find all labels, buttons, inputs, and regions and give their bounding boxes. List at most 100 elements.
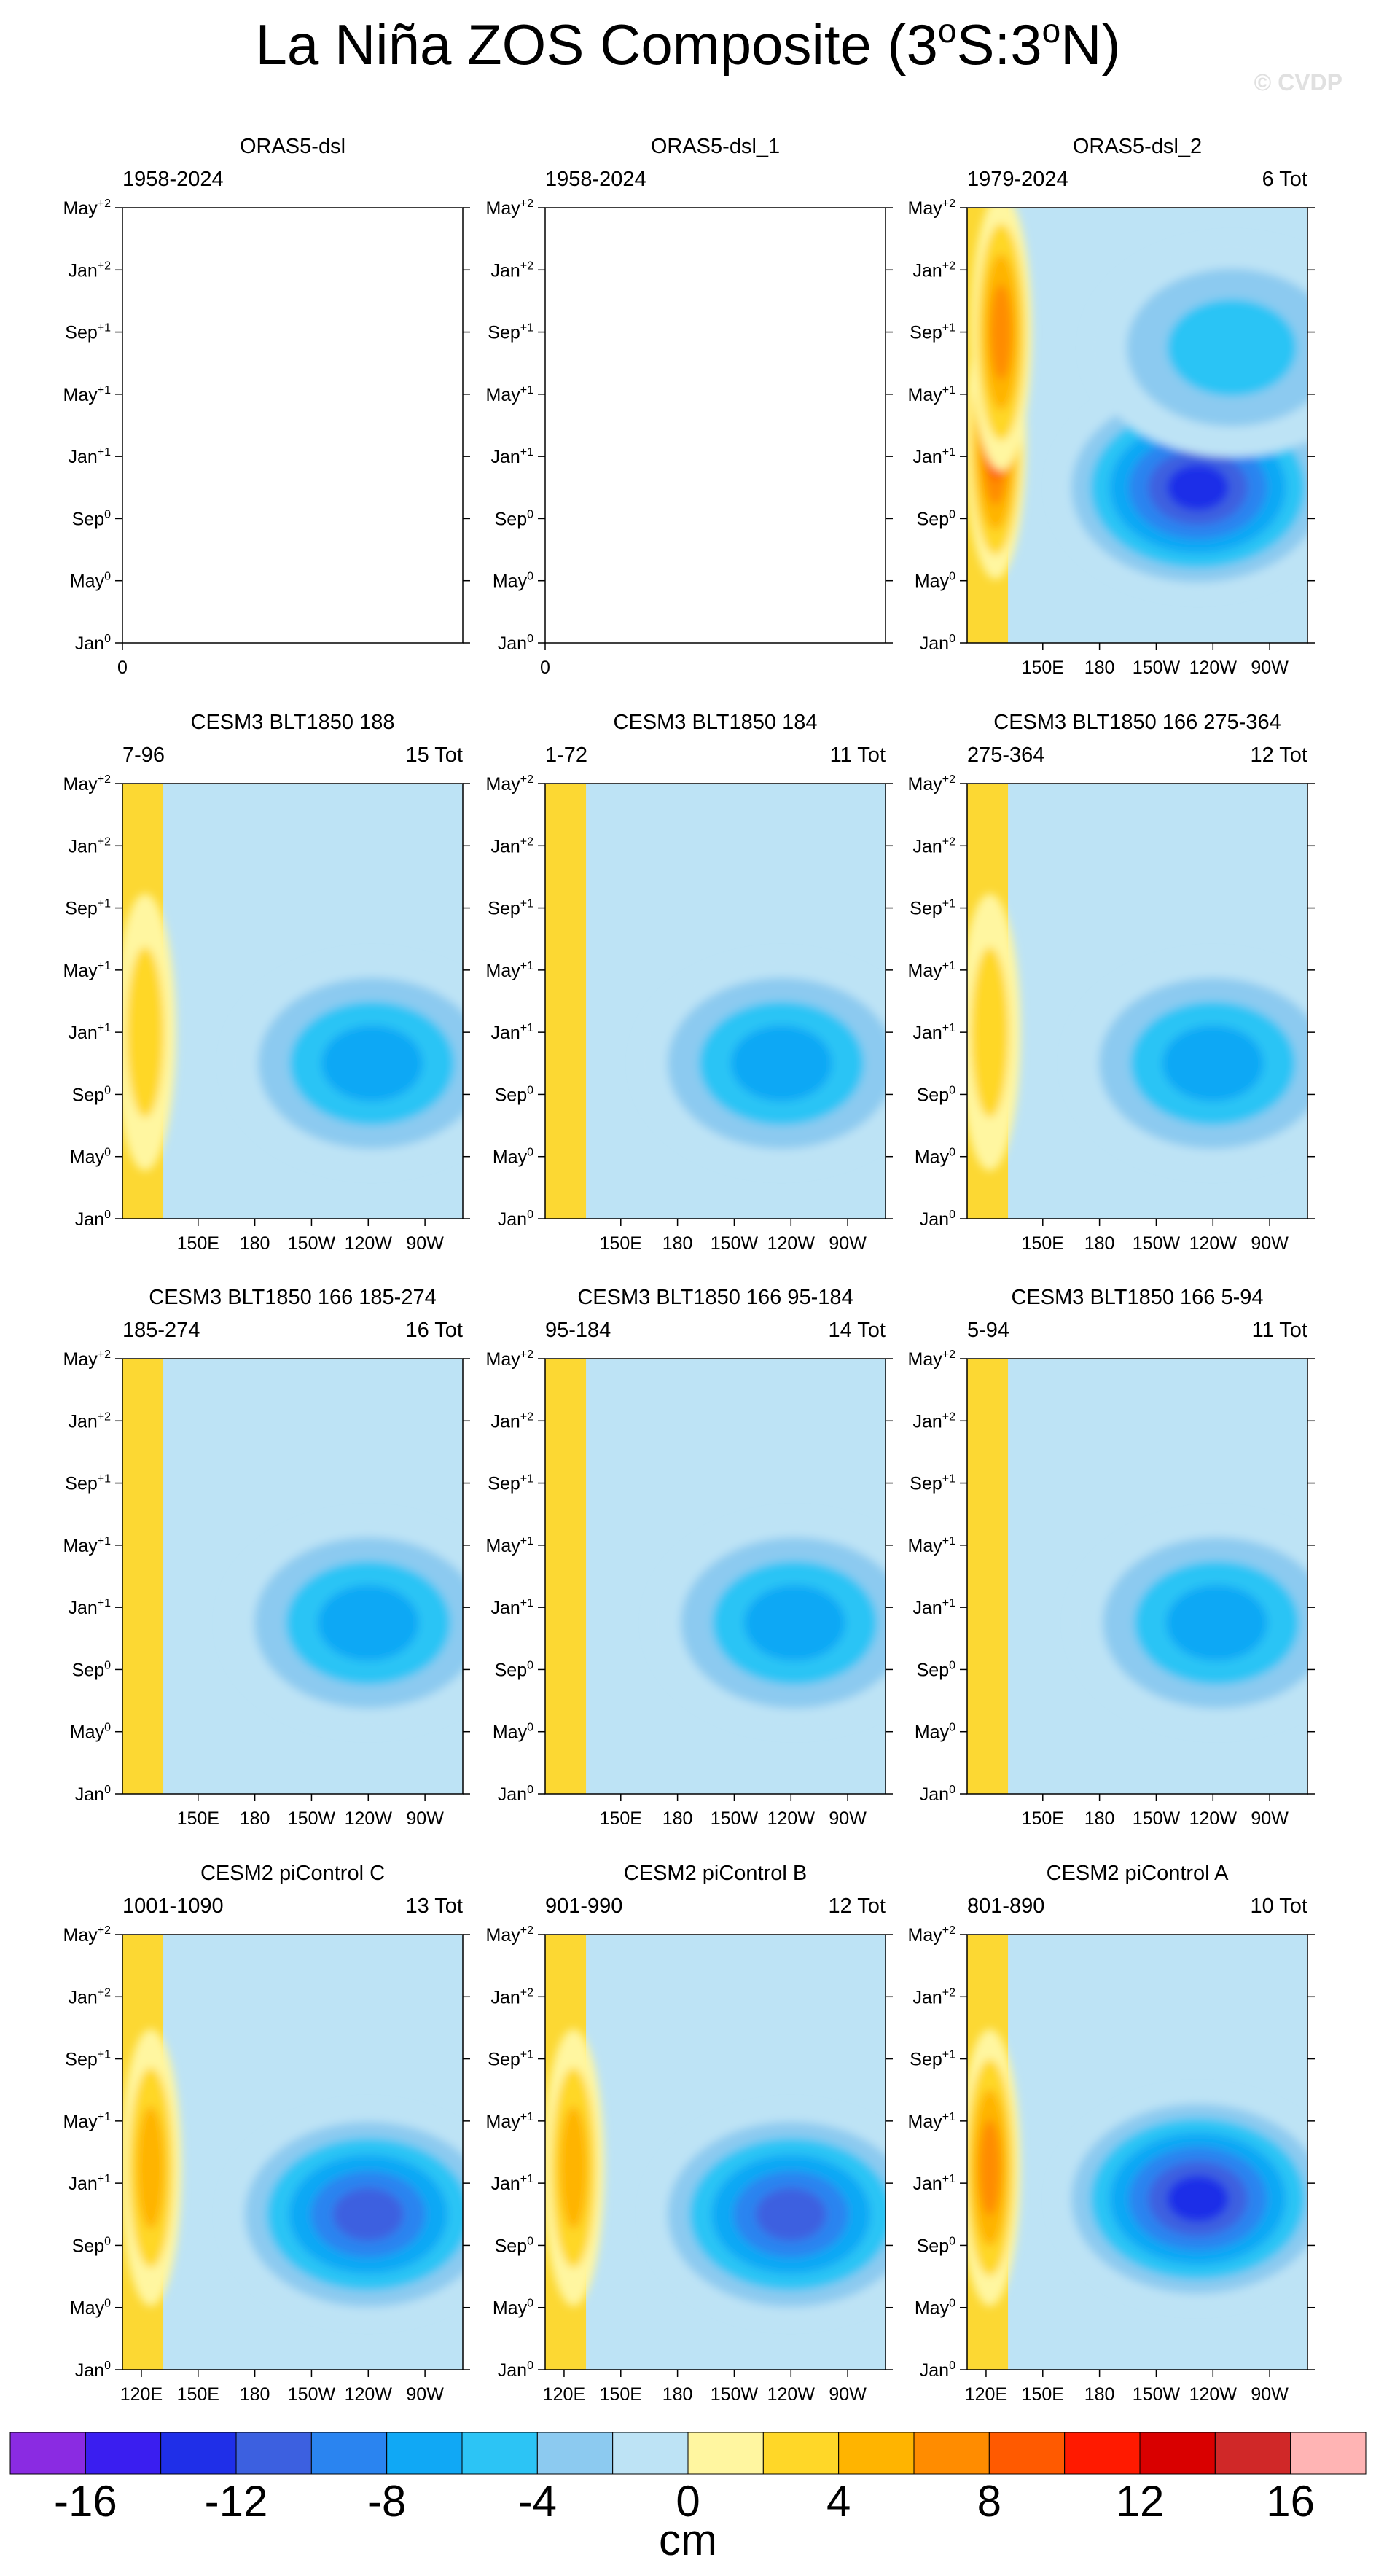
y-tick-month: Sep <box>917 1085 949 1105</box>
y-tick-label: Sep0 <box>72 1084 111 1105</box>
panel-title: CESM3 BLT1850 166 185-274 <box>149 1286 436 1309</box>
x-tick-label: 150W <box>288 2384 336 2405</box>
y-tick-month: May <box>70 1147 105 1168</box>
x-tick-label: 90W <box>829 2384 867 2405</box>
y-tick-year: +1 <box>98 2049 111 2061</box>
warm-strip <box>122 1359 164 1794</box>
x-tick-label: 180 <box>662 1808 693 1829</box>
panel-field <box>122 1935 463 2370</box>
blobs <box>967 208 1307 597</box>
y-tick-month: Sep <box>72 1085 104 1105</box>
y-tick-month: Jan <box>912 2174 942 2194</box>
y-tick-year: 0 <box>949 2298 955 2310</box>
y-tick-label: Sep0 <box>495 508 533 529</box>
panel-field <box>967 1359 1307 1794</box>
y-tick-month: May <box>486 1349 521 1370</box>
colorbar-swatch <box>913 2432 990 2475</box>
y-tick-label: Sep+1 <box>910 898 955 919</box>
panel-frame <box>966 1358 1308 1795</box>
contour-blob-2-3 <box>137 2106 165 2230</box>
y-tick-month: Jan <box>920 1784 949 1805</box>
y-tick-label: May+1 <box>63 384 112 405</box>
y-tick-month: May <box>493 1147 528 1168</box>
x-tick-label: 180 <box>662 2384 693 2405</box>
y-tick-month: May <box>493 2298 528 2319</box>
y-tick-year: +2 <box>520 1924 533 1937</box>
x-tick-label: 150W <box>288 1233 336 1254</box>
y-tick-year: 0 <box>104 2235 111 2247</box>
y-tick-label: May+2 <box>908 773 956 795</box>
y-tick-year: 0 <box>949 1084 955 1096</box>
y-tick-month: Jan <box>912 260 942 281</box>
y-tick-month: Jan <box>912 1411 942 1432</box>
panel-count: 14 Tot <box>829 1319 886 1342</box>
warm-strip <box>545 1359 587 1794</box>
contour-blob-2-2 <box>971 947 1009 1118</box>
colorbar-tick-label: -8 <box>367 2477 406 2526</box>
panel-frame <box>122 1934 464 2370</box>
panel-title: CESM3 BLT1850 184 <box>614 711 818 734</box>
y-tick-year: +2 <box>520 1349 533 1361</box>
y-tick-label: May+2 <box>486 1349 534 1370</box>
y-tick-month: May <box>63 1536 98 1556</box>
panel-title: ORAS5-dsl <box>240 135 345 158</box>
blobs <box>636 953 886 1173</box>
panel-count: 6 Tot <box>1262 168 1307 191</box>
y-tick-month: Jan <box>68 2174 97 2194</box>
y-tick-month: Sep <box>495 2236 527 2256</box>
colorbar-unit: cm <box>659 2515 717 2564</box>
y-tick-label: Jan+2 <box>912 1986 955 2007</box>
y-tick-month: May <box>63 1925 98 1945</box>
panel-title: CESM3 BLT1850 166 95-184 <box>577 1286 853 1309</box>
y-tick-month: Jan <box>912 1023 942 1043</box>
panels: ORAS5-dsl1958-2024Jan0May0Sep0Jan+1May+1… <box>63 135 1315 2405</box>
contour-blob-1-4 <box>730 1025 832 1101</box>
panel-count: 11 Tot <box>1252 1319 1307 1342</box>
y-tick-year: +2 <box>98 1986 111 1999</box>
x-tick-label: 180 <box>240 1233 270 1254</box>
y-tick-label: Jan+2 <box>912 259 955 281</box>
panel-field <box>545 784 886 1219</box>
y-tick-label: Sep0 <box>917 2235 955 2256</box>
y-tick-label: Jan0 <box>920 2360 955 2381</box>
y-tick-year: +1 <box>942 384 955 397</box>
contour-blob-4-3 <box>1167 299 1297 397</box>
colorbar-swatch <box>536 2432 614 2475</box>
y-tick-label: Jan0 <box>498 2360 533 2381</box>
y-tick-label: Jan+2 <box>490 259 533 281</box>
y-tick-year: +1 <box>942 1535 955 1547</box>
y-tick-month: Jan <box>75 1784 104 1805</box>
y-tick-label: Sep0 <box>72 508 111 529</box>
y-tick-year: +2 <box>942 259 955 272</box>
y-tick-label: May+2 <box>486 198 534 219</box>
y-tick-label: May+1 <box>63 1535 112 1556</box>
y-tick-label: Sep+1 <box>910 322 955 343</box>
panel-period: 1958-2024 <box>122 168 224 191</box>
contour-blob-1-4 <box>743 1585 846 1661</box>
x-tick-label: 150W <box>1133 1233 1181 1254</box>
panel-field <box>545 1935 886 2370</box>
y-tick-year: 0 <box>949 508 955 520</box>
panel-frame <box>966 1934 1308 2370</box>
y-tick-year: +2 <box>98 198 111 210</box>
y-tick-year: +2 <box>98 1924 111 1937</box>
y-tick-year: +2 <box>520 198 533 210</box>
y-tick-year: 0 <box>104 571 111 583</box>
y-tick-month: May <box>63 198 98 219</box>
y-tick-year: 0 <box>949 571 955 583</box>
y-tick-year: 0 <box>949 633 955 645</box>
y-tick-month: Sep <box>488 2050 520 2070</box>
y-tick-year: 0 <box>949 1784 955 1796</box>
y-tick-month: Sep <box>495 1660 527 1680</box>
panel-title: CESM2 piControl C <box>200 1862 385 1885</box>
y-tick-year: 0 <box>104 1722 111 1734</box>
x-tick-label: 90W <box>406 2384 444 2405</box>
blobs <box>1071 1513 1307 1733</box>
x-tick-label: 150W <box>288 1808 336 1829</box>
y-tick-year: +2 <box>98 773 111 786</box>
y-tick-label: Sep+1 <box>65 1473 111 1494</box>
y-tick-label: May+2 <box>486 1924 534 1945</box>
